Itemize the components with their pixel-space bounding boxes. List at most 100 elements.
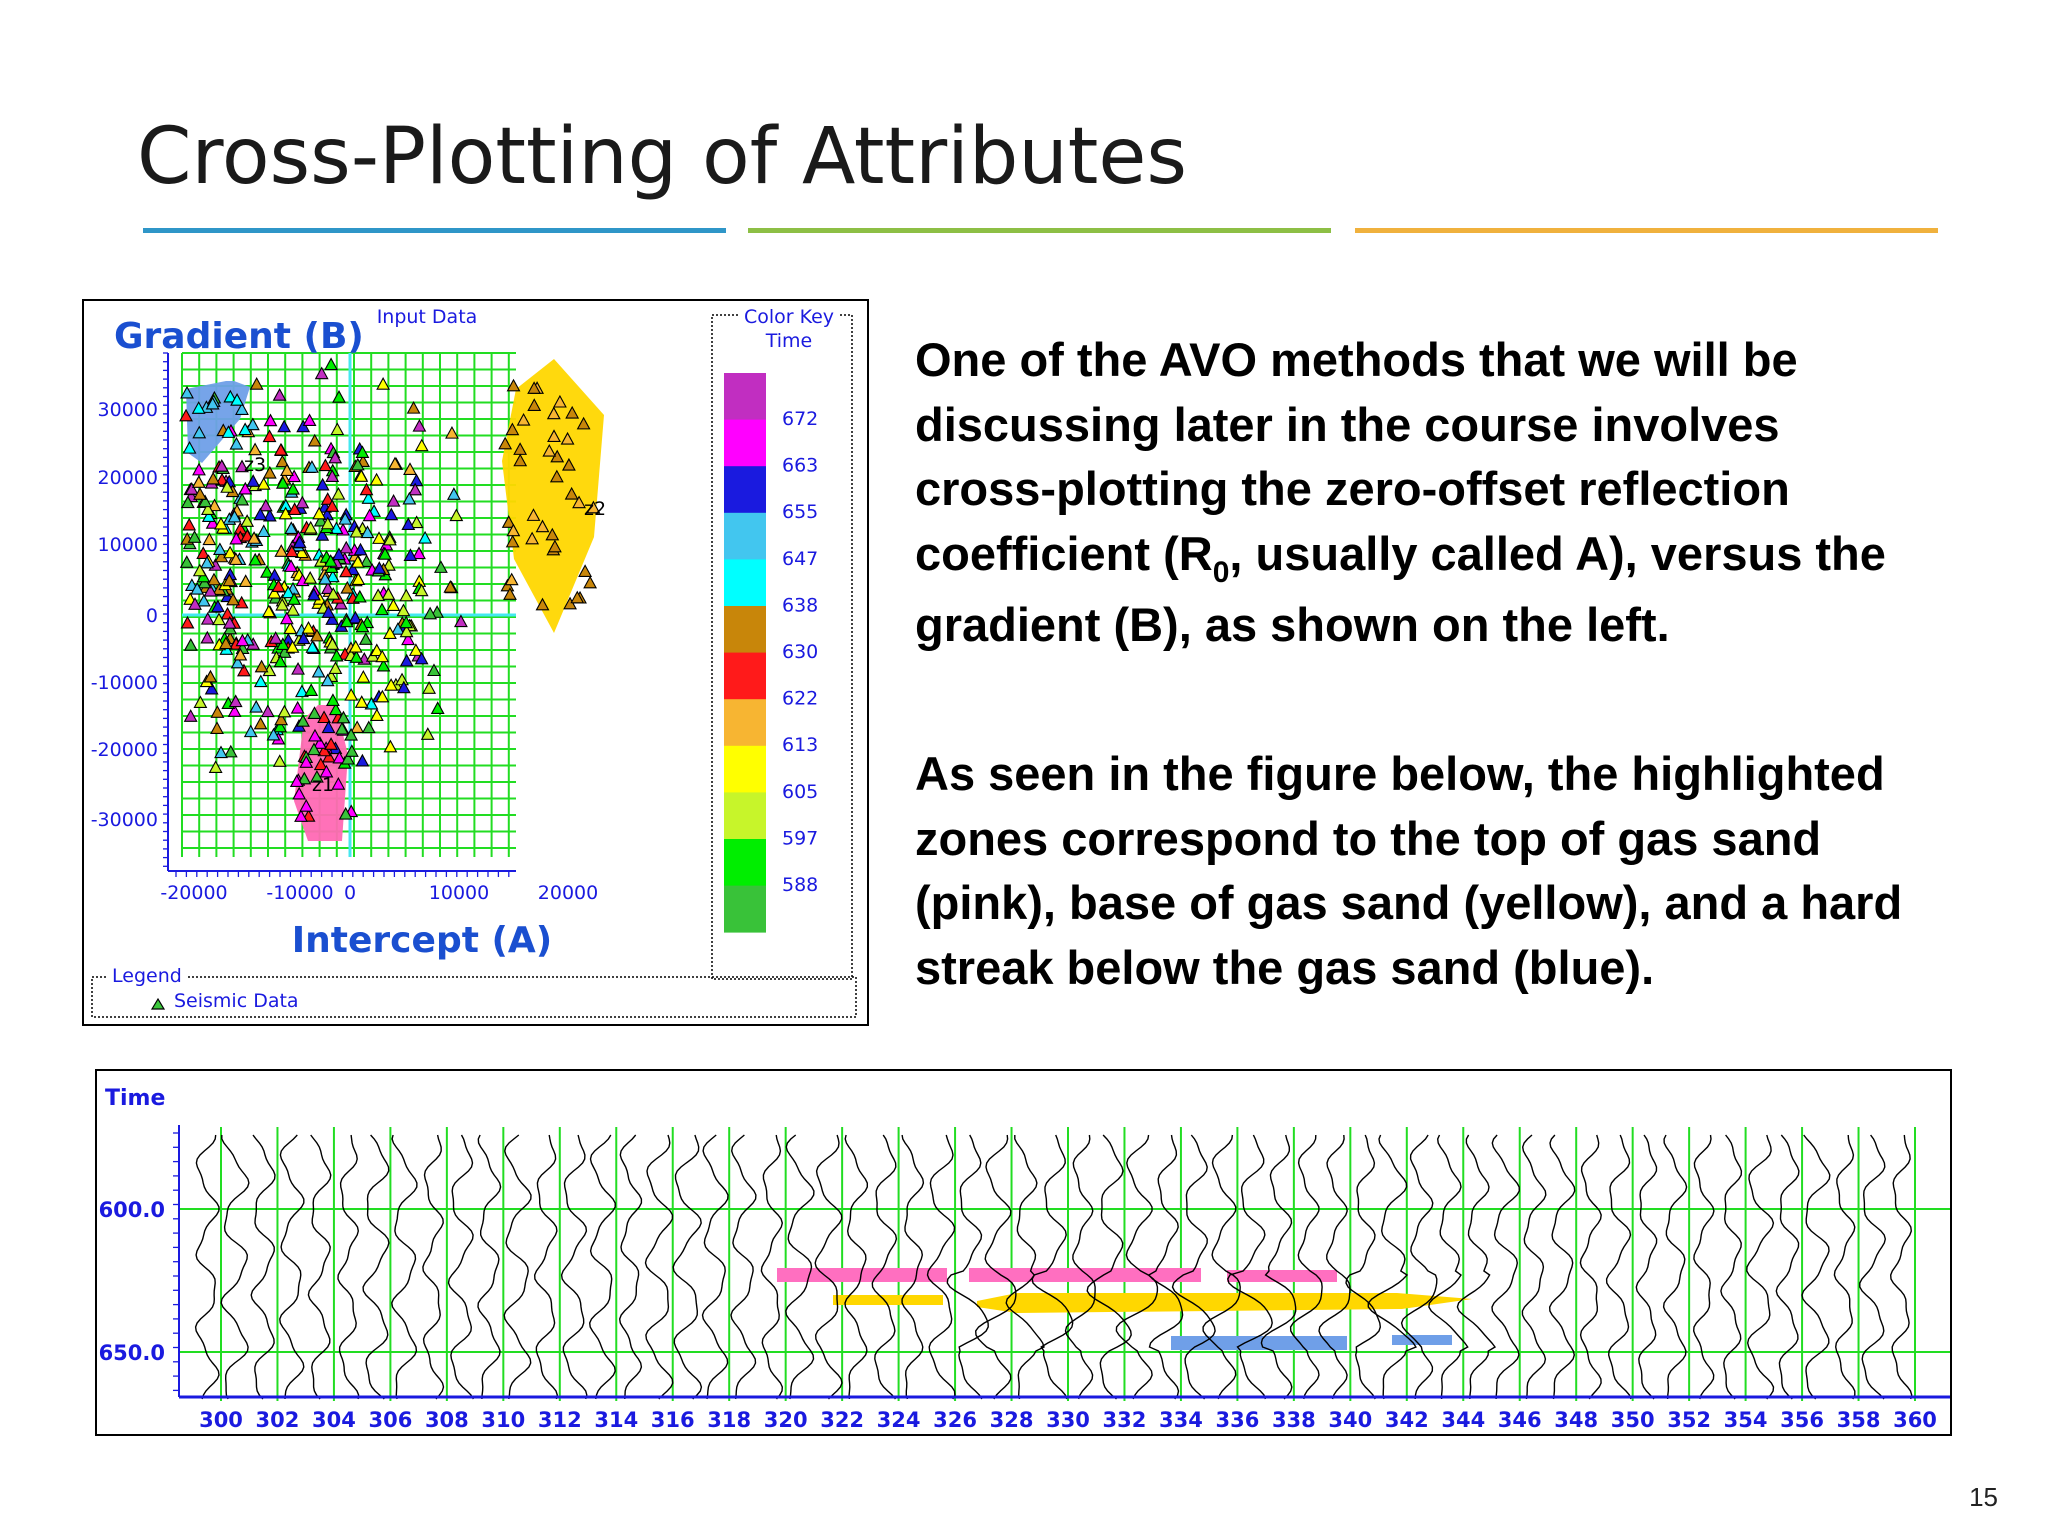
data-point xyxy=(314,366,329,380)
data-point xyxy=(277,704,292,718)
body-paragraph-2: As seen in the figure below, the highlig… xyxy=(915,742,2015,1000)
paragraph-2-line-2: zones correspond to the top of gas sand xyxy=(915,811,1822,865)
seismic-trace xyxy=(1833,1134,1856,1400)
data-point xyxy=(332,750,347,764)
trace-number-label: 300 xyxy=(199,1408,243,1432)
seismic-trace xyxy=(1227,1134,1273,1400)
data-point xyxy=(180,615,195,629)
trace-number-label: 314 xyxy=(594,1408,638,1432)
data-point xyxy=(382,532,397,546)
data-point xyxy=(261,604,276,618)
data-point xyxy=(375,602,389,616)
data-point xyxy=(348,639,363,653)
data-point xyxy=(235,402,249,415)
legend-triangle-icon xyxy=(150,997,166,1010)
data-point xyxy=(560,431,575,445)
data-point xyxy=(503,587,517,600)
data-point xyxy=(203,583,218,597)
data-point xyxy=(307,587,321,601)
data-point xyxy=(237,663,251,677)
seismic-trace xyxy=(250,1134,276,1400)
color-key-label: 605 xyxy=(782,781,818,803)
trace-number-label: 336 xyxy=(1215,1408,1259,1432)
seismic-trace xyxy=(1801,1134,1831,1400)
color-key-swatch xyxy=(724,419,766,467)
data-point xyxy=(267,585,282,599)
data-point xyxy=(349,650,364,663)
data-point xyxy=(402,491,417,505)
y-tick-label: -20000 xyxy=(91,739,158,761)
data-point xyxy=(310,628,324,642)
data-point xyxy=(339,564,354,578)
data-point xyxy=(235,459,249,473)
seismic-trace xyxy=(1260,1134,1297,1400)
seismic-trace xyxy=(1031,1134,1074,1400)
data-point xyxy=(220,480,235,493)
data-point xyxy=(183,638,198,651)
color-key-swatch xyxy=(724,885,766,933)
data-point xyxy=(351,572,366,585)
data-point xyxy=(412,546,426,560)
data-point xyxy=(348,610,363,624)
data-point xyxy=(240,514,255,527)
seismic-trace xyxy=(194,1134,220,1400)
seismic-section-svg: 600.0 650.0 300 302 304 306 308 310 312 314 316 318… xyxy=(99,1086,1950,1432)
data-point xyxy=(230,393,244,406)
seismic-trace xyxy=(901,1134,925,1400)
data-point xyxy=(260,565,274,578)
color-key-label: 647 xyxy=(782,548,818,570)
data-point xyxy=(313,736,327,749)
color-key-label: 663 xyxy=(782,455,818,477)
data-point xyxy=(274,712,289,726)
seismic-trace xyxy=(477,1134,502,1400)
data-point xyxy=(262,508,277,522)
data-point xyxy=(361,491,376,504)
data-point xyxy=(273,654,288,668)
data-point xyxy=(376,658,391,672)
trace-number-label: 346 xyxy=(1498,1408,1542,1432)
data-point xyxy=(396,680,411,694)
data-point xyxy=(506,378,521,392)
data-point xyxy=(319,764,334,778)
data-point xyxy=(179,408,193,422)
data-point xyxy=(256,477,271,490)
data-point xyxy=(362,508,377,522)
data-point xyxy=(330,422,345,436)
seismic-trace xyxy=(1579,1134,1602,1400)
seismic-y-tick-label: 600.0 xyxy=(99,1198,165,1222)
data-point xyxy=(381,587,396,600)
data-point xyxy=(332,390,346,403)
data-point xyxy=(320,492,335,505)
data-point xyxy=(248,552,263,566)
data-point xyxy=(313,513,328,527)
data-point xyxy=(283,621,298,635)
data-point xyxy=(307,706,322,719)
trace-number-label: 360 xyxy=(1893,1408,1937,1432)
data-point xyxy=(295,684,309,698)
data-point xyxy=(305,460,319,473)
slide-title: Cross-Plotting of Attributes xyxy=(137,112,1187,202)
data-point xyxy=(418,530,433,544)
data-point xyxy=(326,587,341,600)
data-point xyxy=(341,751,355,765)
data-point xyxy=(214,459,229,472)
data-point xyxy=(408,482,423,496)
paragraph-1-line-1: One of the AVO methods that we will be xyxy=(915,333,1798,386)
data-point xyxy=(284,544,299,558)
data-point xyxy=(253,674,268,688)
trace-number-label: 302 xyxy=(256,1408,300,1432)
seismic-trace xyxy=(447,1134,475,1400)
data-point xyxy=(430,701,445,714)
y-tick-label: 30000 xyxy=(98,399,158,421)
data-point xyxy=(317,710,331,724)
data-point xyxy=(182,440,197,454)
data-point xyxy=(321,749,336,763)
data-point xyxy=(196,546,211,559)
seismic-trace xyxy=(785,1134,815,1400)
data-point xyxy=(188,597,202,610)
data-point xyxy=(309,769,324,783)
data-point xyxy=(414,583,429,597)
top-gas-sand-zone xyxy=(969,1268,1201,1282)
data-point xyxy=(320,516,335,530)
data-point xyxy=(535,519,550,533)
